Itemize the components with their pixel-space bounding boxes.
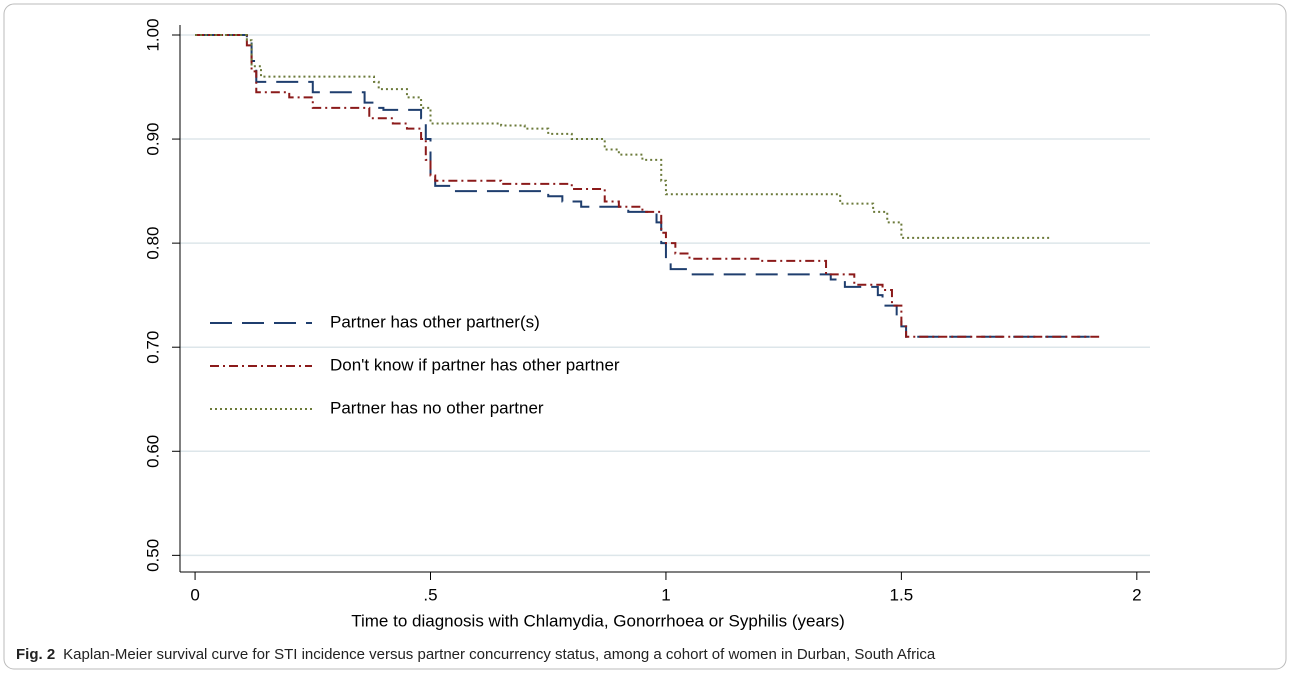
x-axis-title: Time to diagnosis with Chlamydia, Gonorr… bbox=[351, 611, 845, 630]
y-tick-label: 0.50 bbox=[143, 539, 162, 572]
x-tick-label: 2 bbox=[1132, 585, 1141, 604]
legend-label: Partner has other partner(s) bbox=[330, 312, 540, 331]
y-tick-label: 0.90 bbox=[143, 123, 162, 156]
survival-curve bbox=[195, 33, 1100, 338]
caption-label: Fig. 2 bbox=[16, 646, 55, 663]
legend-label: Partner has no other partner bbox=[330, 398, 544, 417]
y-tick-label: 0.80 bbox=[143, 227, 162, 260]
legend-label: Don't know if partner has other partner bbox=[330, 355, 620, 374]
y-tick-label: 1.00 bbox=[143, 18, 162, 51]
y-tick-label: 0.70 bbox=[143, 331, 162, 364]
figure-caption: Fig. 2 Kaplan-Meier survival curve for ST… bbox=[16, 646, 936, 663]
x-tick-label: 0 bbox=[190, 585, 199, 604]
survival-curve bbox=[195, 33, 1053, 239]
survival-curve bbox=[195, 33, 1090, 338]
x-tick-label: 1.5 bbox=[890, 585, 914, 604]
figure-frame bbox=[3, 3, 1287, 670]
x-tick-label: 1 bbox=[661, 585, 670, 604]
y-tick-label: 0.60 bbox=[143, 435, 162, 468]
x-tick-label: .5 bbox=[423, 585, 437, 604]
caption-text: Kaplan-Meier survival curve for STI inci… bbox=[63, 646, 936, 663]
